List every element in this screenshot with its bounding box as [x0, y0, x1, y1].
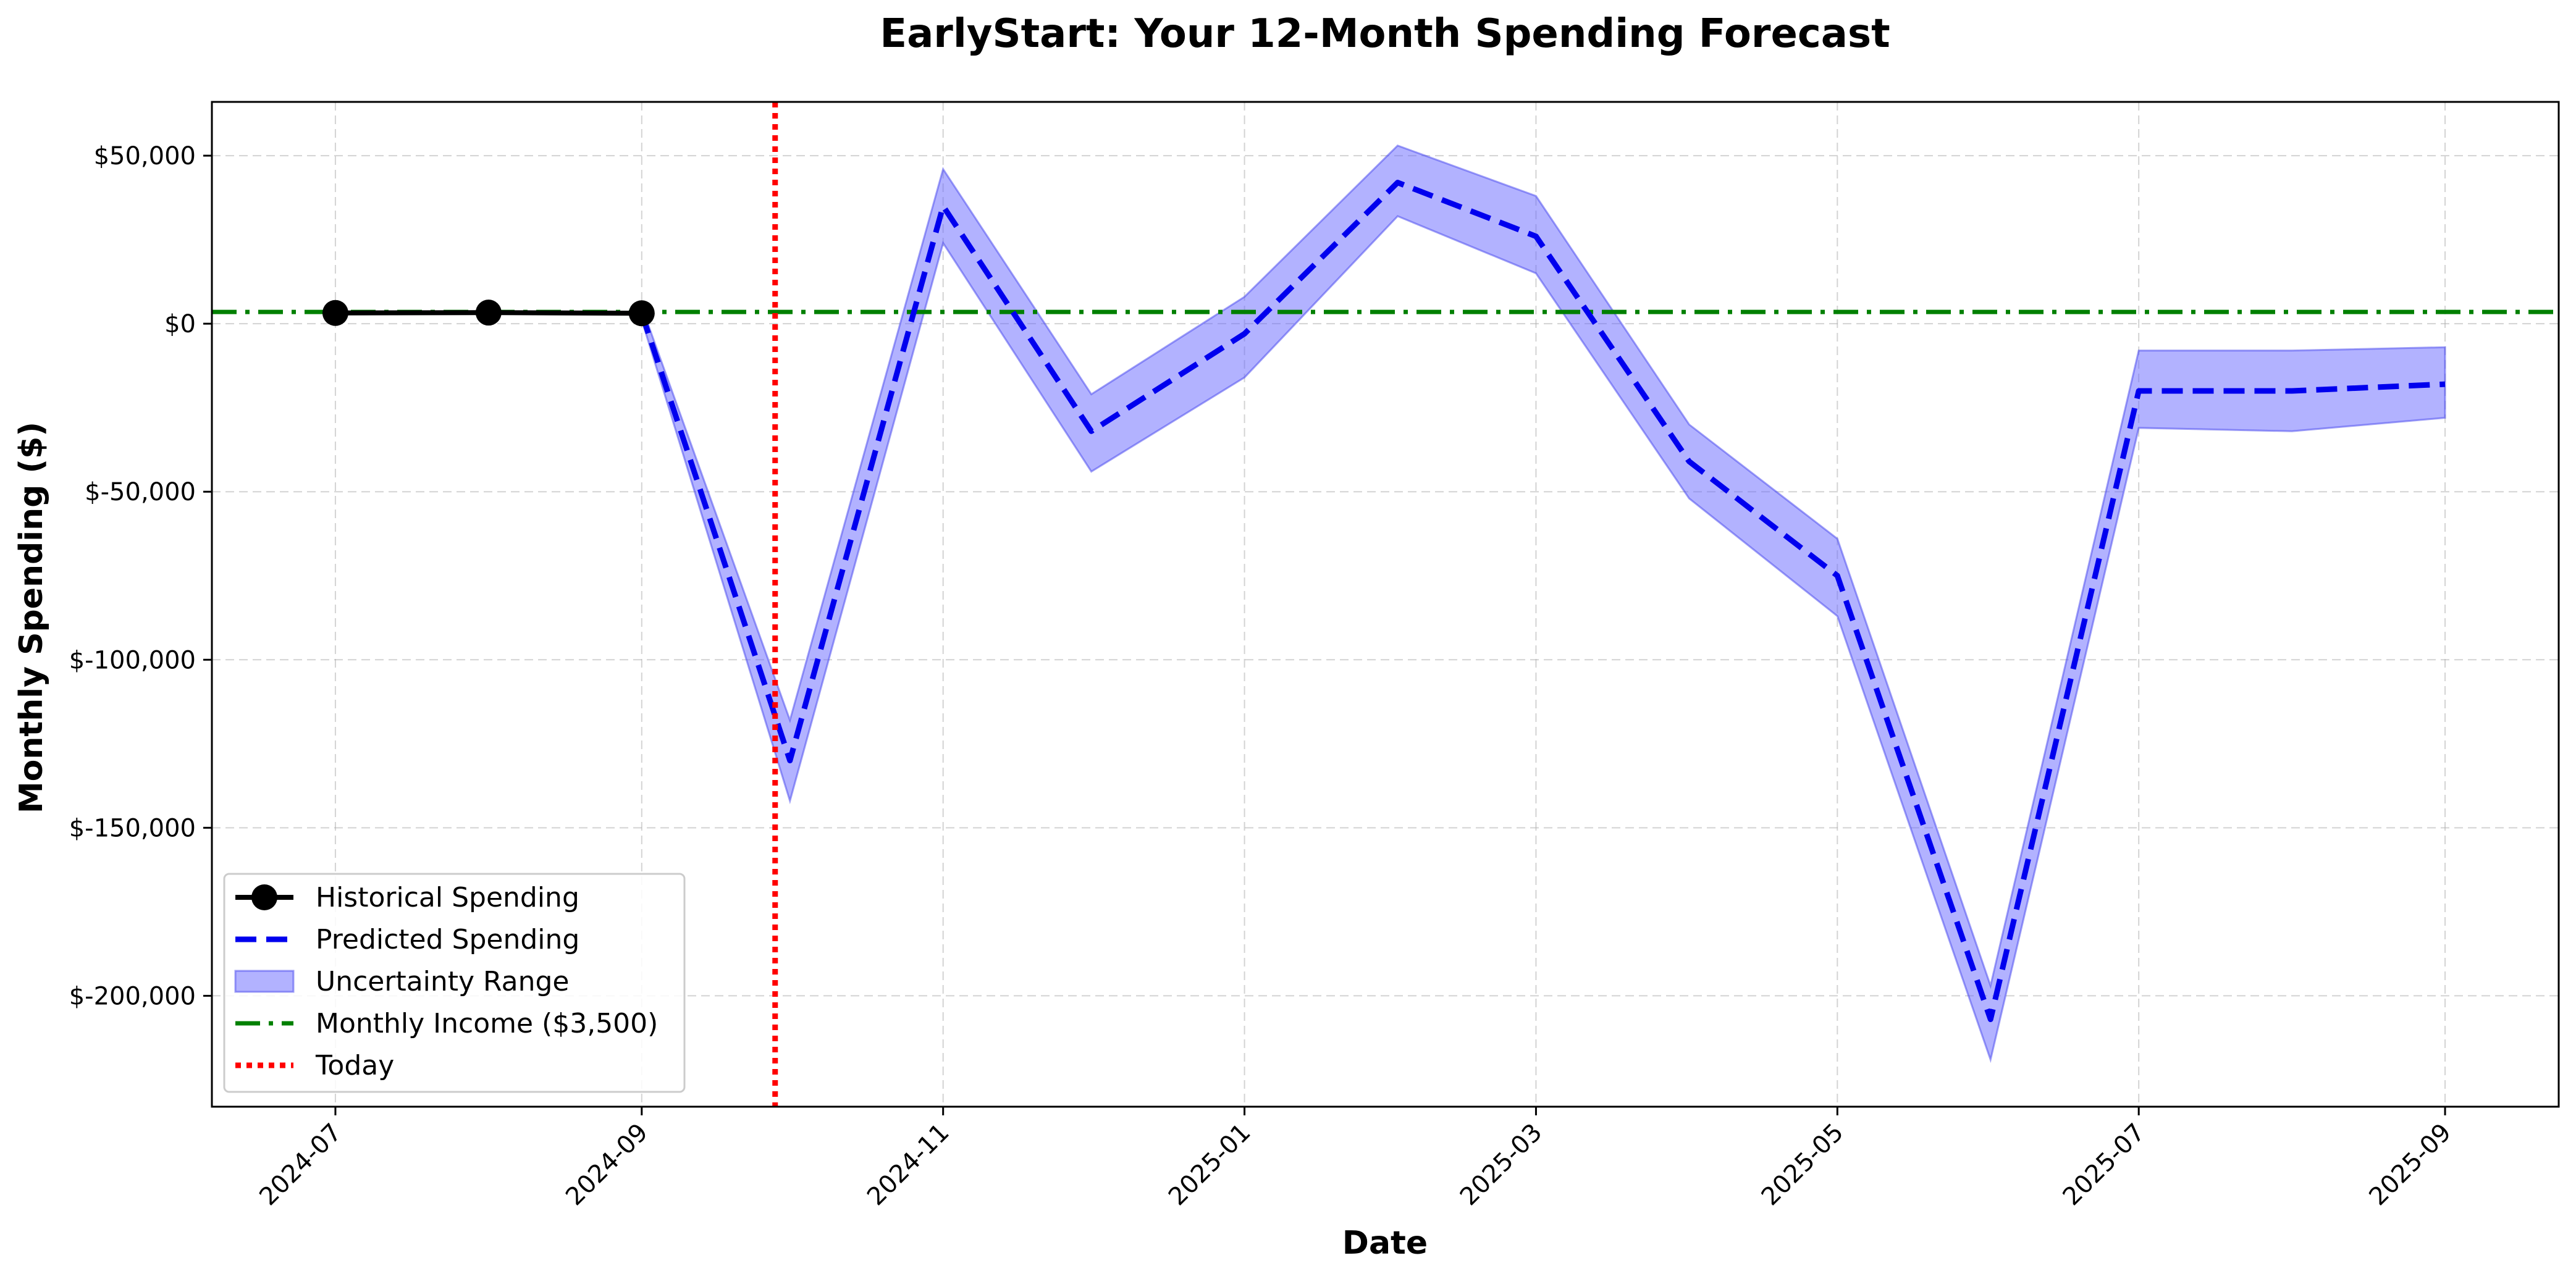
plot-frame	[211, 101, 2560, 1108]
legend-marker-historical	[251, 884, 277, 910]
uncertainty-band	[641, 145, 2446, 1063]
legend: Historical Spending Predicted Spending Unc…	[223, 873, 686, 1093]
legend-label: Historical Spending	[316, 882, 579, 913]
y-axis-label: Monthly Spending ($)	[13, 422, 50, 813]
historical-spending-point	[322, 300, 348, 326]
legend-label: Predicted Spending	[316, 924, 579, 955]
legend-label: Uncertainty Range	[316, 966, 570, 997]
legend-box	[223, 873, 686, 1093]
historical-spending-point	[628, 300, 655, 327]
y-tick-label: $-50,000	[85, 478, 196, 506]
x-axis-label: Date	[1342, 1225, 1428, 1262]
y-tick-label: $-150,000	[69, 814, 196, 842]
predicted-spending-line	[639, 180, 2446, 1023]
legend-handle-uncertainty	[234, 970, 295, 993]
y-tick-label: $50,000	[94, 142, 196, 170]
legend-label: Monthly Income ($3,500)	[316, 1008, 658, 1039]
series-lines-layer	[212, 102, 2559, 1107]
y-tick-label: $-100,000	[69, 646, 196, 674]
y-tick-label: $0	[164, 310, 196, 338]
uncertainty-band-layer	[641, 145, 2446, 1063]
chart-title: EarlyStart: Your 12-Month Spending Forec…	[880, 11, 1890, 57]
historical-spending-point	[475, 300, 502, 326]
legend-label: Today	[315, 1050, 394, 1081]
y-tick-label: $-200,000	[69, 982, 196, 1010]
grid-lines	[212, 102, 2559, 1107]
